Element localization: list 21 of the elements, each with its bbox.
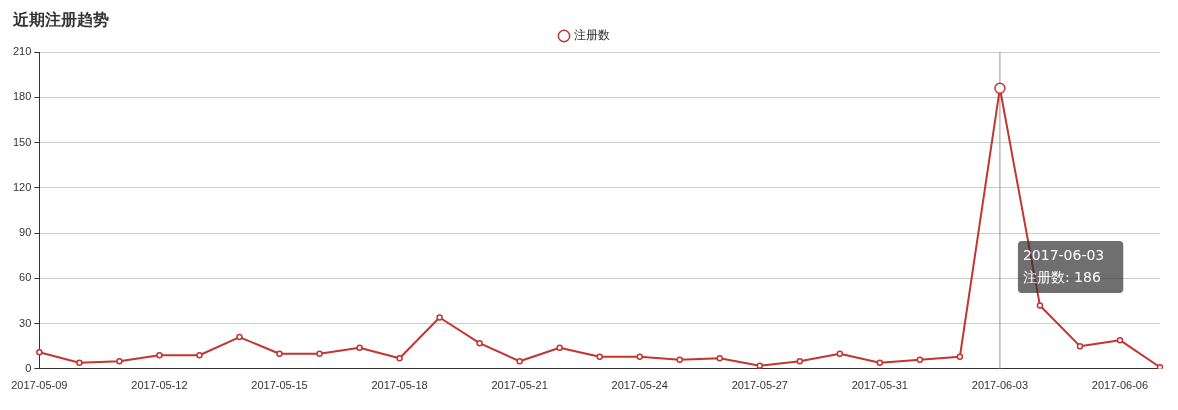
x-tick-label: 2017-05-15 — [251, 379, 308, 392]
annotation: 2017-06-03 注册数: 186 — [1022, 246, 1105, 285]
y-tick-label: 180 — [12, 90, 32, 103]
y-tick-label: 30 — [19, 316, 32, 329]
x-tick-label: 2017-05-21 — [491, 379, 548, 392]
y-tick-label: 120 — [12, 180, 32, 193]
x-tick-label: 2017-05-18 — [371, 379, 428, 392]
x-tick-label: 2017-06-06 — [1091, 379, 1149, 392]
x-tick-label: 2017-05-27 — [731, 379, 788, 392]
y-tick-label: 90 — [19, 226, 32, 239]
legend-label: 注册数 — [574, 28, 610, 43]
x-tick-label: 2017-05-12 — [131, 379, 188, 392]
y-tick-label: 150 — [12, 135, 32, 148]
y-tick-label: 210 — [12, 45, 32, 58]
x-tick-label: 2017-05-09 — [11, 379, 68, 392]
x-tick-label: 2017-06-03 — [971, 379, 1029, 392]
chart-title: 近期注册趋势 — [13, 10, 109, 31]
y-tick-label: 0 — [25, 361, 32, 374]
x-tick-label: 2017-05-31 — [851, 379, 908, 392]
x-tick-label: 2017-05-24 — [611, 379, 668, 392]
y-tick-label: 60 — [19, 271, 32, 284]
